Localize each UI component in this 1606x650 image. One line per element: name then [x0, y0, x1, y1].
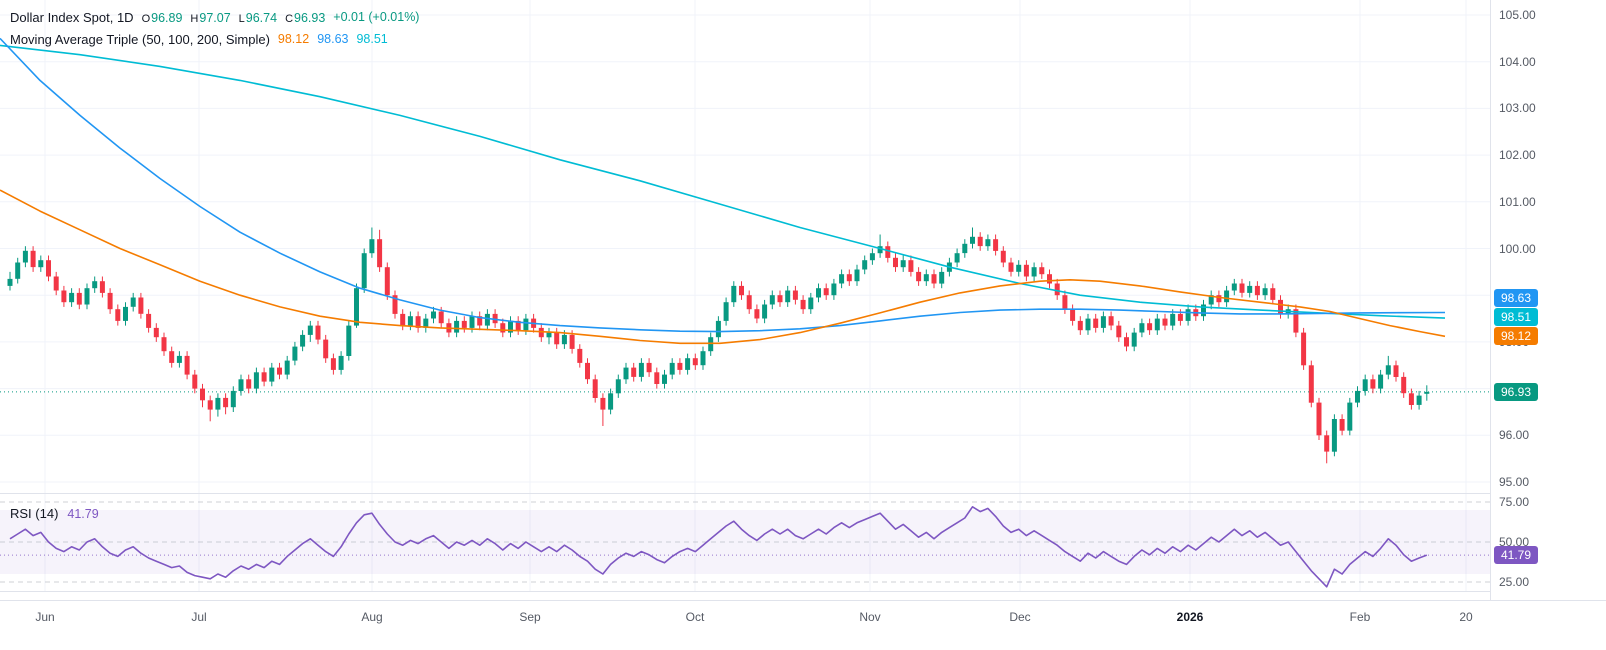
- ohlc-open-value: 96.89: [151, 10, 183, 25]
- ohlc-close-value: 96.93: [294, 10, 326, 25]
- ohlc-open-label: O: [141, 12, 151, 25]
- time-axis-label: Jun: [35, 610, 55, 624]
- ohlc-high-label: H: [190, 12, 199, 25]
- price-tag-ma50: 98.12: [1494, 327, 1539, 346]
- chart-canvas[interactable]: [0, 0, 1490, 600]
- ohlc-low-value: 96.74: [245, 10, 278, 25]
- change-value: +0.01 (+0.01%): [333, 10, 420, 24]
- ma50-value: 98.12: [277, 32, 310, 46]
- ohlc-close: C96.93: [285, 10, 325, 25]
- time-axis[interactable]: Jun Jul Aug Sep Oct Nov Dec 2026 Feb 20: [0, 600, 1606, 650]
- ohlc-high: H97.07: [190, 10, 230, 25]
- ohlc-close-label: C: [285, 12, 294, 25]
- time-axis-label: Dec: [1009, 610, 1031, 624]
- price-axis-label: 100.00: [1499, 241, 1536, 256]
- symbol-legend-row[interactable]: Dollar Index Spot, 1D O96.89 H97.07 L96.…: [10, 6, 419, 28]
- ohlc-low: L96.74: [239, 10, 277, 25]
- chart-svg: [0, 0, 1490, 592]
- rsi-axis-label: 25.00: [1499, 575, 1530, 589]
- price-axis-label: 104.00: [1499, 54, 1536, 69]
- time-axis-label: 20: [1459, 610, 1473, 624]
- price-axis-label: 102.00: [1499, 148, 1536, 163]
- rsi-title: RSI (14): [10, 506, 59, 521]
- rsi-value-tag: 41.79: [1494, 546, 1539, 565]
- rsi-legend-row[interactable]: RSI (14) 41.79: [10, 506, 99, 521]
- symbol-title: Dollar Index Spot, 1D: [10, 9, 134, 25]
- rsi-axis-label: 50.00: [1499, 535, 1530, 549]
- time-axis-label: 2026: [1176, 610, 1204, 624]
- time-axis-label: Nov: [859, 610, 881, 624]
- ma100-value: 98.63: [317, 32, 349, 46]
- ohlc-low-label: L: [238, 12, 245, 25]
- price-axis-label: 95.00: [1499, 475, 1530, 489]
- price-axis-label: 101.00: [1499, 194, 1536, 209]
- time-axis-label: Feb: [1349, 610, 1371, 624]
- ma200-value: 98.51: [356, 32, 388, 46]
- ma-legend-row[interactable]: Moving Average Triple (50, 100, 200, Sim…: [10, 28, 419, 50]
- time-axis-label: Sep: [519, 610, 541, 624]
- rsi-axis-label: 75.00: [1499, 495, 1530, 509]
- price-tag-ma200: 98.51: [1494, 308, 1539, 327]
- time-axis-label: Oct: [685, 610, 705, 624]
- legend: Dollar Index Spot, 1D O96.89 H97.07 L96.…: [10, 6, 419, 50]
- time-axis-label: Jul: [191, 610, 207, 624]
- ohlc-high-value: 97.07: [199, 10, 231, 25]
- ma-title: Moving Average Triple (50, 100, 200, Sim…: [10, 31, 270, 47]
- price-axis-label: 96.00: [1499, 428, 1530, 443]
- price-axis-label: 105.00: [1499, 8, 1536, 22]
- price-axis-label: 103.00: [1499, 101, 1536, 116]
- ohlc-open: O96.89: [142, 10, 183, 25]
- price-tag-up: 96.93: [1494, 382, 1539, 401]
- time-axis-label: Aug: [361, 610, 383, 624]
- price-tag-ma100: 98.63: [1494, 289, 1539, 308]
- price-axis[interactable]: 95.0096.0097.0098.0099.00100.00101.00102…: [1490, 0, 1606, 600]
- rsi-current-value: 41.79: [67, 506, 99, 521]
